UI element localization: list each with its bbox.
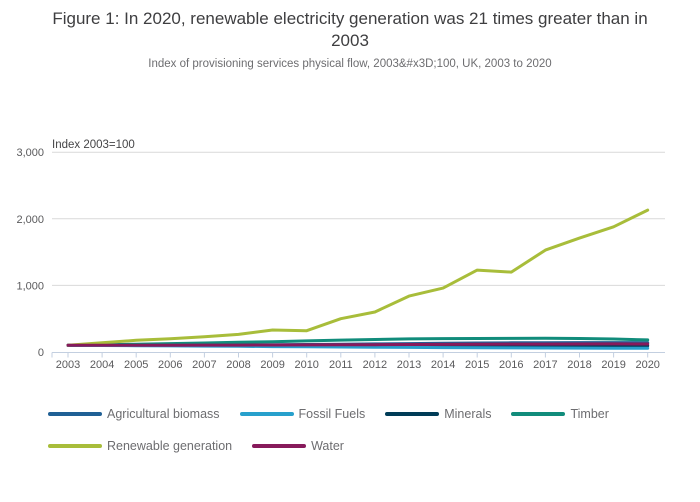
x-tick-label: 2012 [363,359,387,371]
legend-swatch-renewable-generation-icon [48,444,102,448]
legend-label: Renewable generation [107,439,233,453]
legend-item-renewable-generation[interactable]: Renewable generation [48,439,232,453]
x-tick-label: 2015 [465,359,489,371]
y-axis-title: Index 2003=100 [52,139,135,151]
legend-swatch-fossil-fuels-icon [239,412,294,416]
legend: Agricultural biomass Fossil Fuels Minera… [48,407,678,453]
chart-subtitle: Index of provisioning services physical … [148,58,552,70]
x-tick-label: 2008 [226,359,250,371]
legend-label: Water [311,439,344,453]
grid-layer: 0 1,000 2,000 3,000 [16,147,665,359]
legend-swatch-agricultural-biomass-icon [48,412,102,416]
x-axis: 2003 2004 2005 2006 2007 2008 2009 2010 2011 2012… [51,352,665,371]
x-tick-label: 2011 [329,359,353,371]
x-tick-label: 2013 [397,359,421,371]
x-tick-label: 2019 [601,359,625,371]
x-tick-label: 2003 [56,359,80,371]
x-tick-label: 2009 [260,359,284,371]
x-tick-label: 2014 [431,359,455,371]
y-tick-label: 2,000 [16,214,44,226]
series-layer [66,208,650,350]
chart-title: Figure 1: In 2020, renewable electricity… [0,8,700,52]
legend-item-minerals[interactable]: Minerals [385,407,491,421]
legend-label: Agricultural biomass [107,407,220,421]
series-line-timber[interactable] [66,336,650,347]
legend-label: Timber [570,407,609,421]
y-tick-label: 3,000 [16,147,44,159]
chart-title-text: Figure 1: In 2020, renewable electricity… [52,9,648,50]
x-tick-label: 2018 [567,359,591,371]
series-line-renewable-generation[interactable] [66,208,650,347]
legend-item-fossil-fuels[interactable]: Fossil Fuels [239,407,366,421]
x-tick-label: 2010 [294,359,318,371]
x-tick-label: 2005 [124,359,148,371]
x-tick-label: 2007 [192,359,216,371]
legend-item-agricultural-biomass[interactable]: Agricultural biomass [48,407,220,421]
y-tick-label: 0 [38,347,44,359]
legend-swatch-water-icon [252,444,307,448]
legend-label: Fossil Fuels [298,407,366,421]
x-tick-label: 2017 [533,359,557,371]
series-line-water[interactable] [66,342,650,347]
legend-swatch-minerals-icon [385,412,440,416]
x-tick-label: 2016 [499,359,523,371]
y-tick-label: 1,000 [16,280,44,292]
legend-item-water[interactable]: Water [252,439,344,453]
x-tick-label: 2004 [90,359,114,371]
legend-item-timber[interactable]: Timber [511,407,609,421]
legend-label: Minerals [444,407,492,421]
x-tick-label: 2006 [158,359,182,371]
legend-swatch-timber-icon [511,412,566,416]
x-tick-label: 2020 [635,359,659,371]
